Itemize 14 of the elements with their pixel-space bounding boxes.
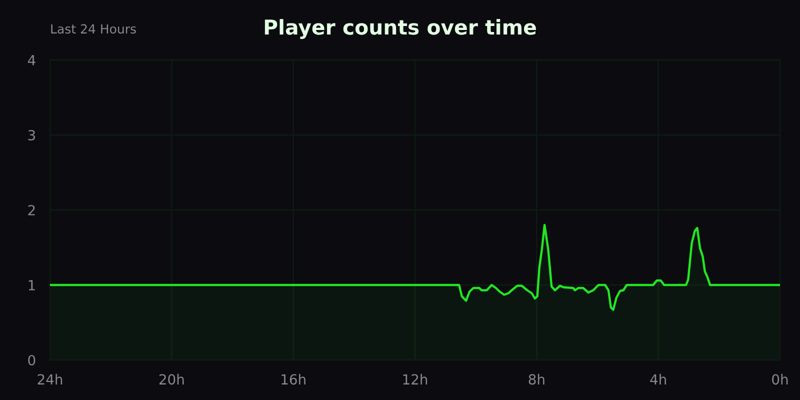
x-tick-label: 8h: [528, 374, 544, 385]
x-tick-label: 24h: [38, 374, 62, 384]
chart-subtitle: Last 24 Hours: [51, 24, 136, 34]
x-tick-label: 0h: [772, 374, 788, 385]
x-tick-label: 16h: [282, 374, 306, 385]
y-tick-label: 0: [28, 354, 36, 366]
x-tick-label: 12h: [403, 374, 428, 384]
y-tick-label: 4: [28, 55, 36, 66]
y-tick-label: 1: [28, 280, 35, 290]
y-tick-label: 2: [28, 204, 35, 216]
x-tick-label: 20h: [159, 374, 184, 385]
x-tick-label: 4h: [650, 374, 666, 384]
y-tick-label: 3: [28, 130, 35, 140]
chart-title: Player counts over time: [264, 19, 536, 39]
